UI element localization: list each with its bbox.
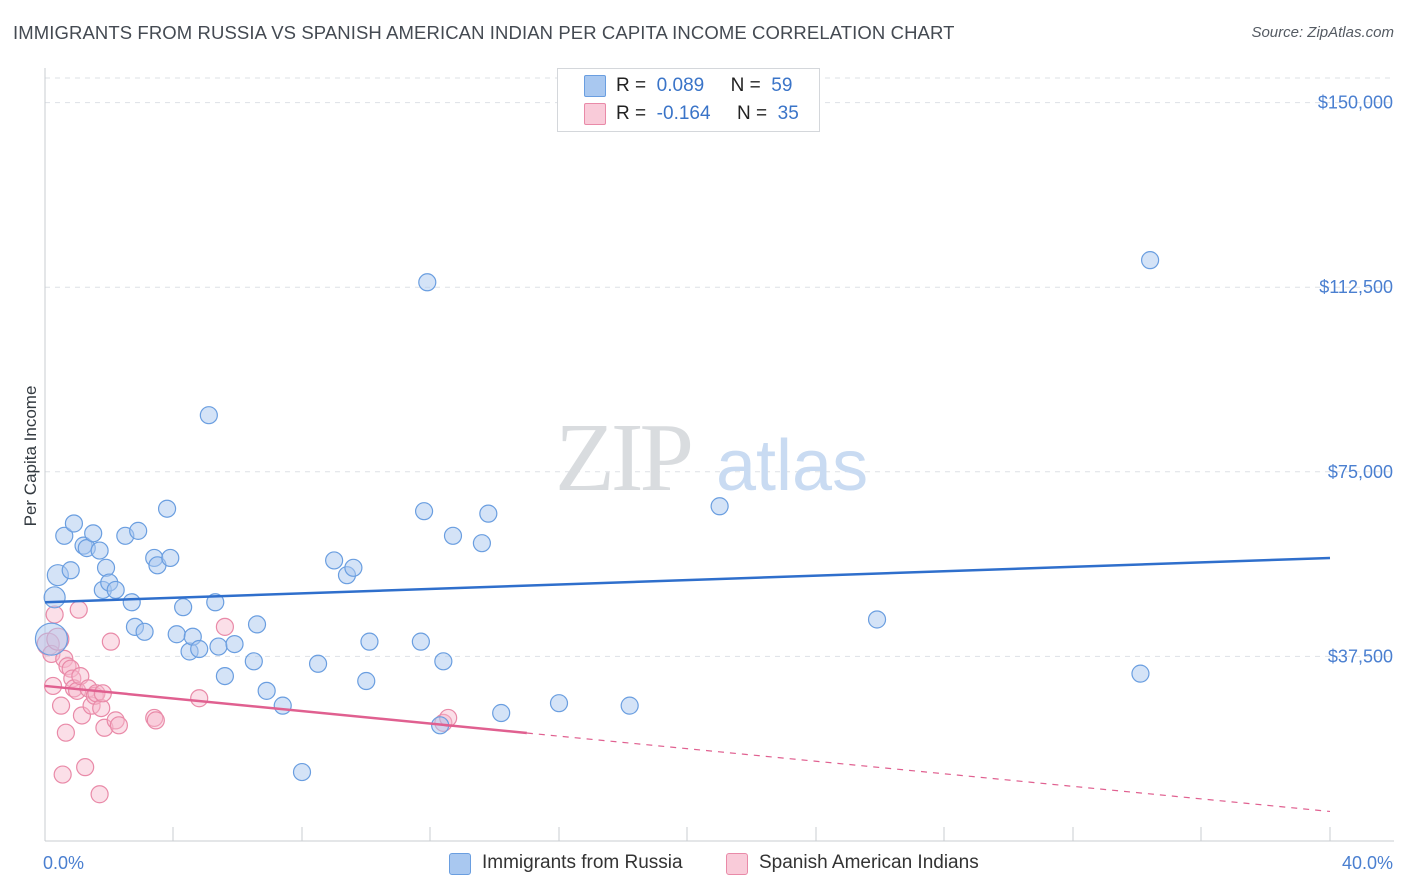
point-immigrants-from-russia — [472, 534, 491, 553]
point-immigrants-from-russia — [174, 598, 193, 617]
point-immigrants-from-russia — [479, 504, 498, 523]
point-spanish-american-indians — [53, 765, 72, 784]
point-immigrants-from-russia — [434, 652, 453, 671]
point-immigrants-from-russia — [96, 558, 116, 577]
point-spanish-american-indians — [76, 758, 95, 777]
trend-lines — [44, 556, 1331, 813]
watermark-atlas: atlas — [716, 426, 868, 506]
point-immigrants-from-russia — [199, 406, 218, 425]
stats-legend: R = 0.089 N = 59 R = -0.164 N = 35 — [557, 68, 820, 132]
point-immigrants-from-russia — [247, 615, 267, 634]
legend-n-value: 59 — [771, 75, 793, 96]
point-immigrants-from-russia — [273, 696, 292, 715]
legend-swatch-spanish — [584, 103, 606, 125]
point-immigrants-from-russia — [292, 762, 312, 782]
point-immigrants-from-russia — [43, 586, 66, 609]
point-spanish-american-indians — [95, 718, 114, 737]
axes-layer — [44, 68, 1394, 842]
watermark: ZIP atlas — [555, 404, 868, 512]
bottom-legend-label-spanish: Spanish American Indians — [759, 852, 979, 873]
point-immigrants-from-russia — [106, 580, 125, 600]
point-spanish-american-indians — [87, 684, 106, 703]
x-tick-label-min: 0.0% — [43, 853, 84, 873]
point-immigrants-from-russia — [90, 541, 109, 560]
point-immigrants-from-russia — [620, 696, 639, 715]
point-immigrants-from-russia — [411, 632, 430, 651]
tick-labels: $37,500 $75,000 $112,500 $150,000 0.0% 40.0% — [43, 93, 1393, 873]
point-spanish-american-indians — [90, 785, 109, 804]
bottom-legend-label-russia: Immigrants from Russia — [482, 852, 683, 873]
point-spanish-american-indians — [190, 689, 209, 708]
point-immigrants-from-russia — [34, 622, 69, 656]
point-immigrants-from-russia — [84, 524, 103, 543]
y-tick-label: $150,000 — [1318, 93, 1393, 113]
y-tick-label: $37,500 — [1328, 646, 1393, 666]
point-spanish-american-indians — [146, 711, 165, 730]
point-immigrants-from-russia — [129, 521, 148, 540]
trend-line-immigrants-from-russia — [44, 556, 1331, 604]
source-label: Source: ZipAtlas.com — [1251, 24, 1394, 41]
trend-line-spanish-american-indians-extension — [526, 732, 1331, 813]
point-immigrants-from-russia — [61, 561, 80, 580]
point-immigrants-from-russia — [161, 548, 180, 568]
bottom-legend-swatch-spanish — [726, 853, 748, 875]
point-immigrants-from-russia — [418, 273, 437, 292]
point-immigrants-from-russia — [209, 637, 228, 656]
point-immigrants-from-russia — [244, 652, 263, 671]
grid-layer — [45, 77, 1394, 657]
point-immigrants-from-russia — [122, 593, 141, 612]
legend-n-label: N = — [730, 75, 761, 96]
legend-n-label: N = — [736, 103, 768, 124]
point-immigrants-from-russia — [167, 625, 186, 644]
chart-title: IMMIGRANTS FROM RUSSIA VS SPANISH AMERIC… — [13, 22, 955, 43]
point-immigrants-from-russia — [360, 632, 379, 651]
point-spanish-american-indians — [56, 723, 75, 742]
bottom-legend-swatch-russia — [449, 853, 471, 875]
point-immigrants-from-russia — [443, 526, 463, 545]
point-immigrants-from-russia — [357, 671, 376, 691]
point-immigrants-from-russia — [710, 497, 729, 516]
point-immigrants-from-russia — [325, 551, 344, 570]
y-tick-label: $112,500 — [1319, 277, 1393, 297]
point-immigrants-from-russia — [64, 514, 84, 533]
point-immigrants-from-russia — [215, 666, 234, 686]
y-axis-label: Per Capita Income — [21, 386, 40, 527]
point-spanish-american-indians — [109, 716, 128, 735]
point-spanish-american-indians — [45, 605, 64, 624]
point-spanish-american-indians — [106, 711, 125, 730]
point-immigrants-from-russia — [190, 639, 209, 659]
legend-swatch-russia — [584, 75, 606, 97]
point-immigrants-from-russia — [135, 622, 154, 641]
legend-n-value: 35 — [777, 103, 799, 124]
trend-line-spanish-american-indians — [44, 684, 527, 735]
point-spanish-american-indians — [215, 617, 234, 636]
y-tick-label: $75,000 — [1328, 462, 1393, 482]
point-immigrants-from-russia — [414, 502, 434, 521]
point-spanish-american-indians — [69, 600, 88, 619]
point-immigrants-from-russia — [1131, 664, 1150, 683]
point-immigrants-from-russia — [867, 610, 887, 629]
legend-r-label: R = — [616, 103, 647, 124]
legend-r-label: R = — [616, 75, 647, 96]
point-spanish-american-indians — [101, 632, 120, 651]
watermark-zip: ZIP — [555, 404, 690, 512]
point-immigrants-from-russia — [257, 681, 276, 700]
point-spanish-american-indians — [92, 698, 111, 718]
point-immigrants-from-russia — [1140, 251, 1160, 270]
point-immigrants-from-russia — [157, 499, 177, 518]
point-spanish-american-indians — [51, 696, 71, 715]
point-immigrants-from-russia — [308, 654, 328, 673]
legend-r-value: -0.164 — [656, 103, 711, 124]
point-immigrants-from-russia — [206, 593, 225, 612]
point-immigrants-from-russia — [549, 694, 569, 713]
point-immigrants-from-russia — [492, 703, 511, 723]
series-spanish-american-indians — [36, 600, 458, 804]
point-immigrants-from-russia — [344, 558, 363, 577]
point-immigrants-from-russia — [225, 634, 244, 654]
x-tick-label-max: 40.0% — [1342, 853, 1393, 873]
point-immigrants-from-russia — [55, 526, 74, 545]
point-spanish-american-indians — [72, 706, 92, 725]
legend-r-value: 0.089 — [656, 75, 705, 96]
